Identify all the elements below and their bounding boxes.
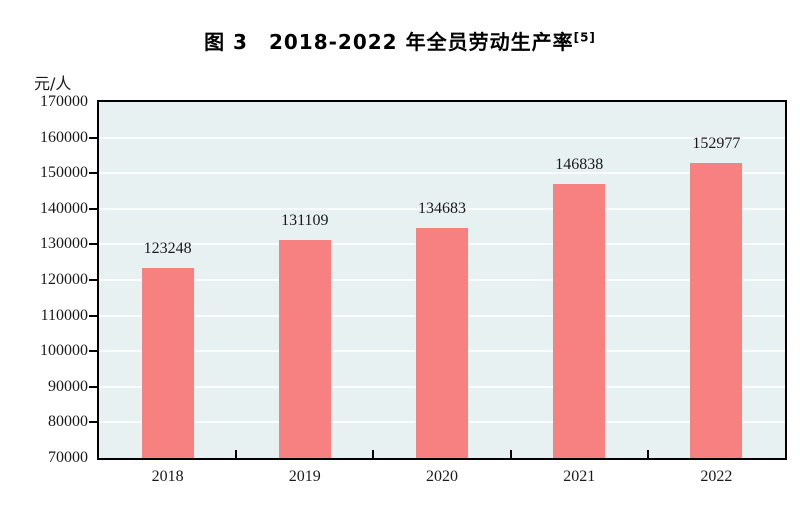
y-axis-tick-140000 [89, 207, 97, 210]
y-tick-label-120000: 120000 [40, 271, 88, 288]
plot-area: 123248 131109 134683 146838 152977 [97, 100, 787, 460]
y-tick-label-110000: 110000 [40, 306, 88, 324]
y-axis-unit-label: 元/人 [34, 74, 72, 93]
y-axis-tick-80000 [89, 421, 97, 424]
y-axis-tick-130000 [89, 243, 97, 246]
y-axis-tick-160000 [89, 136, 97, 139]
bar-2020 [416, 227, 468, 458]
y-tick-label-70000: 70000 [48, 449, 88, 466]
y-tick-label-170000: 170000 [40, 93, 88, 110]
gridline-150000 [99, 172, 785, 175]
gridline-160000 [99, 136, 785, 139]
gridline-140000 [99, 207, 785, 210]
y-tick-label-150000: 150000 [40, 164, 88, 182]
x-axis-tick-4 [646, 450, 649, 458]
y-tick-label-130000: 130000 [40, 235, 88, 253]
x-tick-label-2020: 2020 [426, 468, 458, 485]
chart-title-text: 图 3 2018-2022 年全员劳动生产率 [204, 30, 574, 54]
y-axis-tick-150000 [89, 172, 97, 175]
bar-2021 [553, 184, 606, 458]
bar-2019 [278, 240, 331, 458]
y-axis-tick-110000 [89, 314, 97, 317]
x-axis-tick-2 [372, 450, 375, 458]
chart-title: 图 3 2018-2022 年全员劳动生产率[5] [0, 26, 800, 55]
x-axis-tick-3 [509, 450, 512, 458]
y-axis-tick-100000 [89, 350, 97, 353]
x-axis-tick-1 [235, 450, 238, 458]
x-tick-label-2021: 2021 [563, 468, 596, 485]
chart-title-footnote: [5] [573, 30, 596, 45]
x-tick-label-2019: 2019 [288, 468, 321, 485]
x-tick-label-2022: 2022 [700, 468, 733, 485]
y-tick-label-80000: 80000 [48, 413, 88, 431]
y-tick-label-90000: 90000 [48, 377, 88, 395]
bar-value-2019: 131109 [281, 212, 329, 230]
y-tick-label-100000: 100000 [40, 342, 88, 360]
bar-2018 [141, 268, 194, 458]
y-axis-tick-120000 [89, 279, 97, 281]
y-axis-tick-90000 [89, 385, 97, 388]
bar-value-2018: 123248 [143, 240, 192, 258]
y-tick-label-140000: 140000 [40, 199, 88, 217]
bar-value-2020: 134683 [418, 199, 466, 217]
y-tick-label-160000: 160000 [40, 128, 88, 146]
bar-2022 [690, 162, 743, 458]
bar-value-2021: 146838 [555, 156, 604, 174]
bar-value-2022: 152977 [692, 134, 741, 152]
x-tick-label-2018: 2018 [151, 468, 184, 485]
